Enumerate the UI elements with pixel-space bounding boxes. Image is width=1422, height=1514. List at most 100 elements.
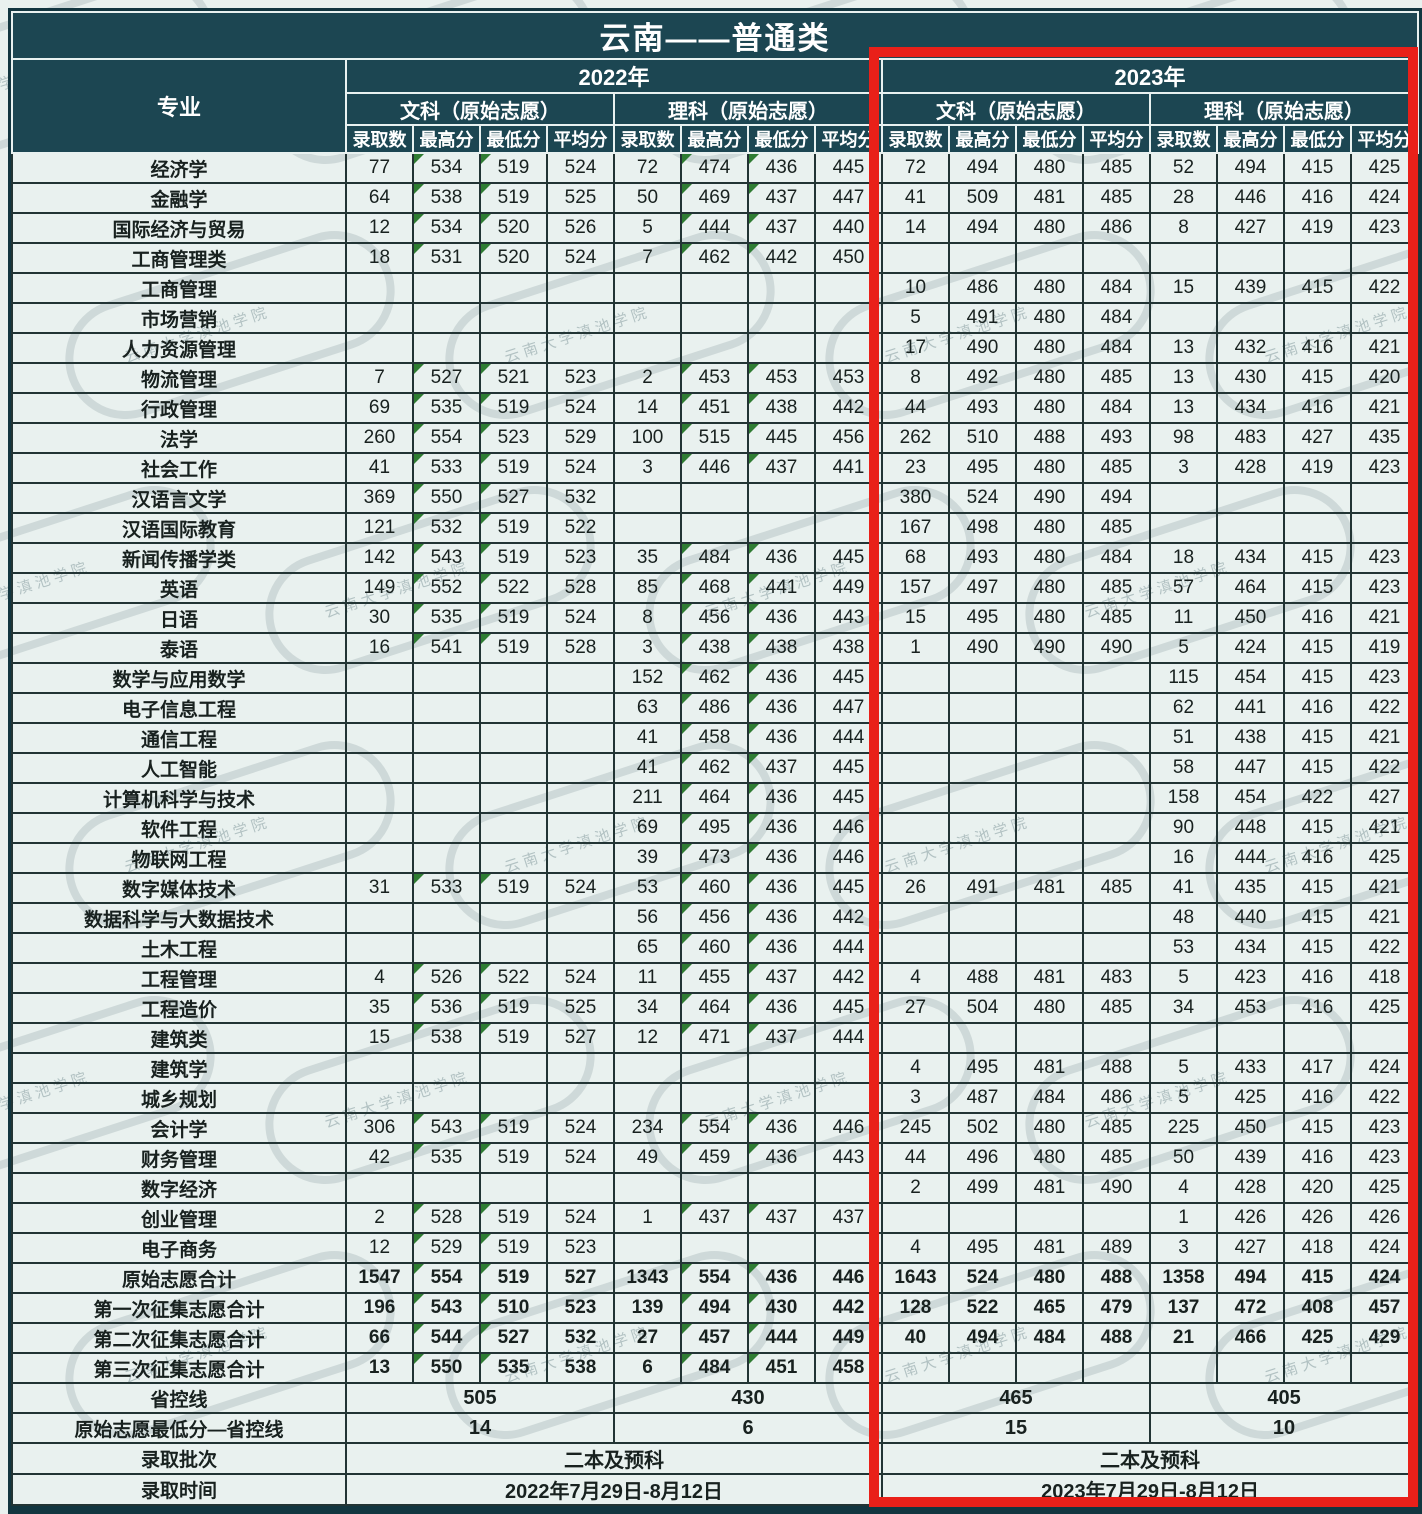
score-cell: 424 — [1349, 182, 1420, 214]
score-cell: 53 — [1149, 932, 1218, 964]
metric-header: 录取数 — [345, 124, 414, 154]
major-label: 会计学 — [11, 1112, 347, 1144]
score-cell: 449 — [814, 1322, 883, 1354]
score-cell: 495 — [948, 1052, 1017, 1084]
score-cell: 464 — [680, 992, 749, 1024]
table-row: 日语 30 535 519 524 8 456 436 443 15 495 480 485 11 450 4… — [11, 602, 1420, 634]
metric-header: 最低分 — [1283, 124, 1352, 154]
score-cell: 484 — [680, 1352, 749, 1384]
footer-value: 2022年7月29日-8月12日 — [345, 1473, 883, 1506]
score-cell — [881, 242, 950, 274]
score-cell: 510 — [948, 422, 1017, 454]
score-cell — [1283, 1022, 1352, 1054]
metric-header: 最高分 — [680, 124, 749, 154]
table-row: 新闻传播学类 142 543 519 523 35 484 436 445 68 493 480 484… — [11, 542, 1420, 574]
score-cell: 480 — [1015, 452, 1084, 484]
score-cell: 445 — [814, 752, 883, 784]
score-cell — [546, 692, 615, 724]
table-row: 汉语言文学 369 550 527 532 380 524 490 494 — [11, 482, 1420, 514]
score-cell — [1149, 242, 1218, 274]
score-cell — [479, 932, 548, 964]
score-cell: 483 — [1082, 962, 1151, 994]
table-row: 英语 149 552 522 528 85 468 441 449 157 497 480 485 57 4… — [11, 572, 1420, 604]
footer-row: 原始志愿最低分—省控线 14 6 15 10 — [11, 1412, 1420, 1444]
score-cell: 437 — [747, 182, 816, 214]
score-cell: 554 — [680, 1112, 749, 1144]
score-cell — [948, 932, 1017, 964]
major-label: 第一次征集志愿合计 — [11, 1292, 347, 1324]
score-cell — [814, 482, 883, 514]
score-cell: 27 — [613, 1322, 682, 1354]
score-cell: 423 — [1349, 212, 1420, 244]
score-cell: 438 — [1216, 722, 1285, 754]
score-cell: 495 — [948, 602, 1017, 634]
score-cell: 34 — [613, 992, 682, 1024]
score-cell — [546, 1172, 615, 1204]
score-cell: 422 — [1349, 752, 1420, 784]
score-cell: 485 — [1082, 362, 1151, 394]
score-cell: 306 — [345, 1112, 414, 1144]
major-label: 工程造价 — [11, 992, 347, 1024]
score-cell: 98 — [1149, 422, 1218, 454]
table-row: 国际经济与贸易 12 534 520 526 5 444 437 440 14 494 480 486 8… — [11, 212, 1420, 244]
score-cell: 18 — [1149, 542, 1218, 574]
table-row: 数字经济 2 499 481 490 4 428 420 425 — [11, 1172, 1420, 1204]
score-cell: 454 — [1216, 782, 1285, 814]
table-body: 经济学 77 534 519 524 72 474 436 445 72 494 480 485 52 49… — [11, 152, 1420, 1506]
score-cell: 484 — [1082, 302, 1151, 334]
footer-value: 465 — [881, 1382, 1151, 1414]
score-cell: 421 — [1349, 602, 1420, 634]
table-row: 泰语 16 541 519 528 3 438 438 438 1 490 490 490 5 424 415… — [11, 632, 1420, 664]
score-cell — [412, 782, 481, 814]
score-cell — [1015, 812, 1084, 844]
score-cell — [479, 302, 548, 334]
metric-header: 最高分 — [1216, 124, 1285, 154]
score-cell — [1283, 512, 1352, 544]
major-label: 金融学 — [11, 182, 347, 214]
score-cell: 40 — [881, 1322, 950, 1354]
major-label: 法学 — [11, 422, 347, 454]
score-cell: 524 — [546, 452, 615, 484]
score-cell: 225 — [1149, 1112, 1218, 1144]
score-cell — [1082, 812, 1151, 844]
score-cell: 519 — [479, 602, 548, 634]
score-cell: 425 — [1349, 842, 1420, 874]
score-cell: 535 — [412, 392, 481, 424]
metric-header: 平均分 — [1349, 124, 1420, 154]
score-cell: 494 — [948, 152, 1017, 184]
score-cell: 415 — [1283, 872, 1352, 904]
score-cell: 468 — [680, 572, 749, 604]
score-cell: 13 — [1149, 362, 1218, 394]
score-cell: 485 — [1082, 512, 1151, 544]
score-cell — [345, 782, 414, 814]
score-cell: 442 — [747, 242, 816, 274]
score-cell: 458 — [814, 1352, 883, 1384]
score-cell: 480 — [1015, 572, 1084, 604]
score-cell — [948, 812, 1017, 844]
score-cell: 523 — [479, 422, 548, 454]
score-cell: 527 — [546, 1262, 615, 1294]
score-cell: 481 — [1015, 962, 1084, 994]
score-cell: 31 — [345, 872, 414, 904]
score-cell — [412, 1052, 481, 1084]
score-cell: 436 — [747, 812, 816, 844]
score-cell: 446 — [814, 812, 883, 844]
score-cell: 85 — [613, 572, 682, 604]
score-cell: 499 — [948, 1172, 1017, 1204]
score-cell: 457 — [680, 1322, 749, 1354]
score-cell: 524 — [546, 1112, 615, 1144]
score-cell: 480 — [1015, 512, 1084, 544]
score-cell — [1015, 782, 1084, 814]
metric-header: 最高分 — [412, 124, 481, 154]
score-cell — [1216, 302, 1285, 334]
score-cell — [1149, 512, 1218, 544]
score-cell: 415 — [1283, 932, 1352, 964]
score-cell: 14 — [881, 212, 950, 244]
score-cell: 48 — [1149, 902, 1218, 934]
score-cell: 427 — [1216, 212, 1285, 244]
score-cell: 483 — [1216, 422, 1285, 454]
score-cell — [881, 662, 950, 694]
score-cell: 421 — [1349, 332, 1420, 364]
score-cell — [1082, 752, 1151, 784]
footer-value: 15 — [881, 1412, 1151, 1444]
